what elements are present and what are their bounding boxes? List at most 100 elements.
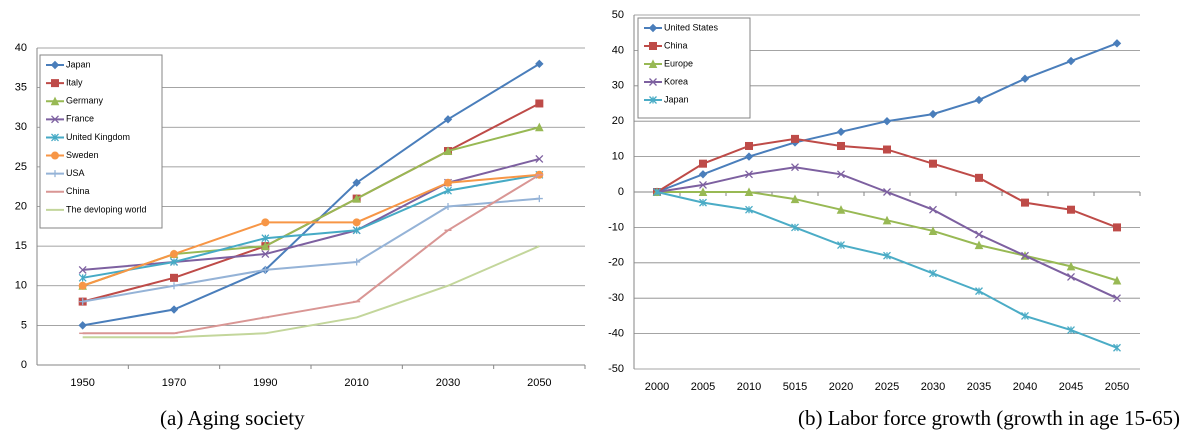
y-tick-label: 20 xyxy=(612,115,624,127)
marker xyxy=(444,186,452,195)
x-tick-label: 2005 xyxy=(691,381,715,393)
marker xyxy=(699,159,707,168)
x-tick-label: 1950 xyxy=(70,377,94,389)
x-tick-label: 2030 xyxy=(436,377,460,389)
marker xyxy=(352,193,361,203)
x-tick-label: 2035 xyxy=(967,381,991,393)
series-line xyxy=(82,173,540,287)
legend-label: China xyxy=(66,186,90,196)
marker xyxy=(444,203,452,210)
marker xyxy=(261,218,270,227)
legend-label: Europe xyxy=(664,58,693,68)
marker xyxy=(974,95,984,105)
caption: (a) Aging society xyxy=(160,406,305,430)
marker xyxy=(975,287,983,296)
marker xyxy=(648,23,658,33)
marker xyxy=(535,154,544,163)
marker xyxy=(882,116,892,126)
marker xyxy=(929,269,937,278)
marker xyxy=(170,282,178,290)
marker xyxy=(51,170,59,178)
x-tick-label: 2045 xyxy=(1059,381,1083,393)
marker xyxy=(699,198,707,207)
legend-label: USA xyxy=(66,168,85,178)
marker xyxy=(352,178,361,187)
y-tick-label: 35 xyxy=(15,82,27,94)
marker xyxy=(170,258,178,266)
y-tick-label: 20 xyxy=(15,200,27,212)
marker xyxy=(535,99,544,108)
legend-label: Japan xyxy=(664,94,689,104)
x-tick-label: 2040 xyxy=(1013,381,1037,393)
legend-label: United Kingdom xyxy=(66,132,130,142)
x-tick-label: 2020 xyxy=(829,381,853,393)
marker xyxy=(790,194,800,204)
marker xyxy=(261,266,269,274)
series-line xyxy=(82,62,540,327)
marker xyxy=(928,109,938,119)
legend-label: Sweden xyxy=(66,150,99,160)
legend-label: The devloping world xyxy=(66,204,147,214)
legend-label: China xyxy=(664,40,688,50)
marker xyxy=(744,187,754,196)
marker xyxy=(79,298,87,306)
marker xyxy=(745,170,753,179)
legend-label: United States xyxy=(664,22,719,32)
marker xyxy=(1020,74,1030,83)
marker xyxy=(1112,275,1122,285)
marker xyxy=(1021,311,1029,320)
marker xyxy=(791,163,799,172)
marker xyxy=(975,173,983,182)
marker xyxy=(170,273,178,282)
legend-label: Italy xyxy=(66,77,83,87)
marker xyxy=(791,134,799,143)
caption: (b) Labor force growth (growth in age 15… xyxy=(798,406,1180,430)
marker xyxy=(535,195,543,203)
x-tick-label: 2030 xyxy=(921,381,945,393)
series-line xyxy=(82,173,540,279)
y-tick-label: 30 xyxy=(15,121,27,133)
marker xyxy=(353,258,361,266)
series-line xyxy=(82,245,540,339)
marker xyxy=(261,234,270,243)
marker xyxy=(698,187,708,196)
legend-label: France xyxy=(66,114,94,124)
marker xyxy=(837,170,845,179)
x-tick-label: 2010 xyxy=(737,381,761,393)
marker xyxy=(649,78,657,86)
y-tick-label: -50 xyxy=(608,363,624,375)
marker xyxy=(698,170,708,179)
series-line xyxy=(656,191,1118,349)
marker xyxy=(78,265,87,274)
marker xyxy=(1066,261,1076,271)
y-tick-label: 0 xyxy=(21,359,27,371)
marker xyxy=(837,141,845,150)
marker xyxy=(791,223,799,232)
marker xyxy=(699,180,707,189)
marker xyxy=(261,250,270,259)
marker xyxy=(443,146,453,156)
marker xyxy=(535,59,544,69)
marker xyxy=(169,305,179,314)
marker xyxy=(1067,326,1075,335)
marker xyxy=(1067,205,1075,214)
y-tick-label: 40 xyxy=(612,44,624,56)
marker xyxy=(51,133,59,142)
marker xyxy=(836,205,846,214)
x-tick-label: 2025 xyxy=(875,381,899,393)
y-tick-label: 10 xyxy=(15,280,27,292)
series-line xyxy=(656,166,1118,300)
y-tick-label: -20 xyxy=(608,257,624,269)
x-tick-label: 2000 xyxy=(645,381,669,393)
y-tick-label: 10 xyxy=(612,151,624,163)
marker xyxy=(744,152,754,161)
marker xyxy=(170,250,178,259)
marker xyxy=(974,240,984,250)
marker xyxy=(653,188,661,196)
series-line xyxy=(82,157,540,271)
marker xyxy=(51,79,59,88)
series-line xyxy=(82,173,540,335)
marker xyxy=(649,42,657,50)
legend-label: Japan xyxy=(66,59,91,69)
